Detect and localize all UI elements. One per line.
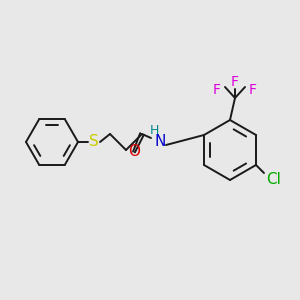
Text: F: F: [213, 83, 221, 97]
Text: S: S: [89, 134, 99, 149]
Text: O: O: [128, 145, 140, 160]
Text: H: H: [149, 124, 159, 136]
Text: F: F: [249, 83, 257, 97]
Text: Cl: Cl: [266, 172, 281, 187]
Text: N: N: [154, 134, 166, 149]
Text: F: F: [231, 75, 239, 89]
